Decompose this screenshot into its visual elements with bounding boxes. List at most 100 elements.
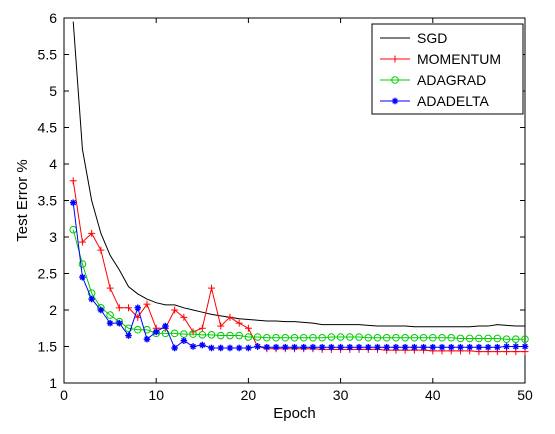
data-point-adadelta: [457, 343, 464, 351]
data-point-adagrad: [373, 333, 382, 342]
data-point-adadelta: [521, 343, 529, 350]
y-tick-label: 3.5: [38, 193, 58, 209]
data-point-adagrad: [170, 329, 179, 338]
x-tick-label: 30: [333, 387, 349, 403]
data-point-momentum: [226, 313, 234, 321]
data-point-adagrad: [382, 333, 391, 342]
data-point-adagrad: [78, 260, 87, 268]
data-point-adadelta: [272, 343, 280, 351]
data-point-adagrad: [133, 325, 142, 334]
data-point-adagrad: [438, 333, 446, 342]
legend-label-sgd: SGD: [417, 30, 447, 46]
data-point-adadelta: [69, 199, 77, 206]
data-point-adadelta: [374, 343, 381, 351]
y-tick-label: 5: [49, 83, 57, 99]
data-point-adadelta: [162, 322, 169, 330]
data-point-adadelta: [235, 344, 243, 352]
data-point-adagrad: [272, 333, 280, 342]
data-point-adagrad: [401, 333, 409, 342]
data-point-adadelta: [401, 343, 409, 351]
data-point-adagrad: [493, 334, 502, 343]
data-point-adagrad: [502, 335, 511, 344]
data-point-adadelta: [226, 344, 234, 352]
data-point-adadelta: [383, 343, 390, 351]
data-point-adagrad: [299, 333, 308, 342]
data-point-adagrad: [346, 333, 354, 341]
data-point-adadelta: [171, 344, 178, 352]
data-point-adadelta: [438, 343, 446, 351]
data-point-adagrad: [189, 330, 197, 338]
data-point-adadelta: [494, 343, 501, 351]
legend-label-momentum: MOMENTUM: [417, 51, 501, 67]
data-point-momentum: [125, 304, 133, 312]
data-point-adadelta: [309, 343, 317, 351]
y-tick-label: 5.5: [38, 47, 58, 63]
data-point-adagrad: [253, 333, 262, 341]
x-tick-label: 0: [60, 387, 68, 403]
legend-marker-adadelta: [391, 97, 399, 105]
data-point-momentum: [97, 246, 105, 254]
data-point-adagrad: [429, 333, 437, 342]
series-line-adagrad: [72, 229, 525, 340]
data-point-adadelta: [503, 343, 510, 350]
data-point-adagrad: [244, 333, 253, 341]
legend-label-adadelta: ADADELTA: [417, 93, 489, 109]
data-point-adadelta: [411, 343, 418, 351]
data-point-adadelta: [328, 343, 335, 351]
y-tick-label: 4: [49, 156, 57, 172]
series-line-sgd: [72, 21, 525, 328]
data-point-adadelta: [484, 343, 492, 351]
data-point-adagrad: [419, 333, 428, 342]
data-point-adagrad: [290, 333, 299, 342]
data-point-adadelta: [392, 343, 400, 351]
data-point-adagrad: [207, 331, 216, 339]
data-point-adadelta: [79, 273, 86, 281]
data-point-adagrad: [124, 324, 133, 333]
data-point-momentum: [106, 284, 114, 292]
y-tick-label: 3: [49, 229, 57, 245]
data-point-adagrad: [355, 333, 363, 341]
y-axis-label: Test Error %: [14, 159, 31, 242]
data-point-adadelta: [180, 337, 188, 344]
data-point-adagrad: [235, 331, 243, 340]
data-point-adadelta: [364, 343, 372, 351]
data-point-momentum: [69, 177, 77, 185]
data-point-adadelta: [116, 319, 123, 327]
data-point-adadelta: [199, 341, 206, 349]
data-point-momentum: [78, 238, 86, 246]
y-tick-label: 2.5: [38, 266, 58, 282]
data-point-adagrad: [327, 333, 336, 341]
x-tick-label: 50: [517, 387, 533, 403]
y-tick-label: 1.5: [38, 339, 58, 355]
data-point-adadelta: [318, 343, 326, 351]
data-point-adadelta: [429, 343, 437, 351]
data-point-adagrad: [336, 333, 345, 341]
data-point-adadelta: [466, 343, 473, 351]
legend-marker-momentum: [391, 55, 399, 63]
data-point-adadelta: [291, 343, 298, 351]
data-point-adadelta: [106, 319, 114, 327]
data-point-adagrad: [216, 331, 225, 340]
data-point-adadelta: [512, 343, 520, 350]
data-point-adagrad: [447, 333, 456, 342]
data-point-adadelta: [217, 344, 225, 352]
data-point-adagrad: [484, 334, 492, 343]
data-point-adadelta: [208, 344, 215, 352]
data-point-adadelta: [420, 343, 427, 351]
x-tick-label: 40: [425, 387, 441, 403]
data-point-adagrad: [106, 311, 114, 319]
data-point-adagrad: [511, 335, 520, 344]
data-point-adadelta: [300, 343, 308, 351]
data-point-adagrad: [521, 335, 529, 344]
data-point-adagrad: [226, 331, 234, 340]
data-point-momentum: [180, 313, 188, 321]
data-point-adadelta: [254, 343, 261, 350]
data-point-adadelta: [447, 343, 455, 351]
data-point-momentum: [171, 306, 179, 314]
data-point-adadelta: [97, 306, 105, 314]
x-tick-label: 20: [241, 387, 257, 403]
data-point-adagrad: [263, 333, 271, 342]
data-point-adadelta: [125, 332, 132, 339]
data-point-adagrad: [281, 333, 290, 342]
